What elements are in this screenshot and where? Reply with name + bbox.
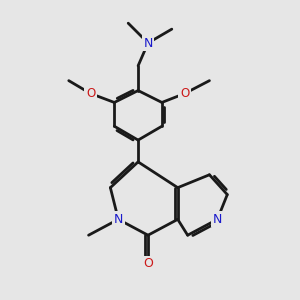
Text: N: N (213, 213, 222, 226)
Text: O: O (180, 87, 189, 100)
Text: N: N (114, 213, 123, 226)
Text: N: N (143, 37, 153, 50)
Text: O: O (86, 87, 95, 100)
Text: O: O (143, 257, 153, 270)
